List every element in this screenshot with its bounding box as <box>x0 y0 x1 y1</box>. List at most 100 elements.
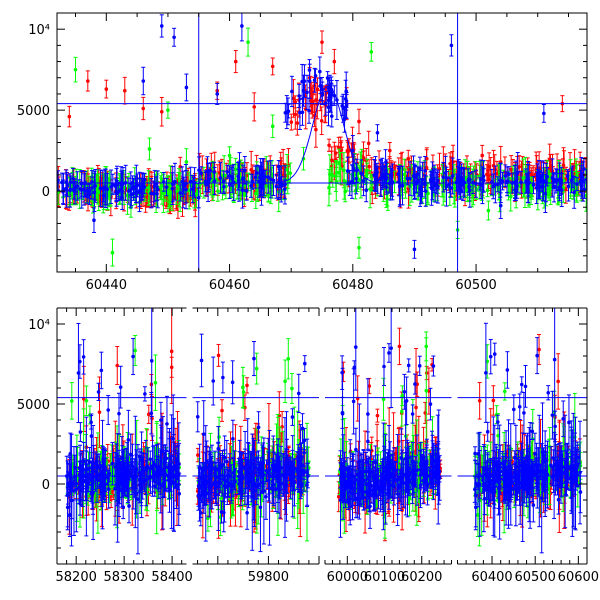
data-point <box>345 169 350 173</box>
data-point <box>255 188 260 192</box>
outlier-green <box>338 152 343 185</box>
data-point <box>78 187 82 191</box>
point-blue <box>218 162 223 194</box>
data-point <box>269 177 273 182</box>
data-point <box>141 106 146 111</box>
data-point <box>327 143 331 148</box>
data-point <box>338 166 343 171</box>
data-point <box>354 176 358 181</box>
point-blue <box>274 174 279 199</box>
point-blue <box>164 177 169 197</box>
point-blue <box>351 156 356 185</box>
point-blue <box>384 179 389 195</box>
data-point <box>129 192 134 197</box>
data-point <box>230 177 235 181</box>
outlier-green <box>110 238 115 267</box>
data-point <box>83 180 87 185</box>
point-blue <box>85 187 90 204</box>
outlier-green <box>227 146 232 165</box>
data-point <box>293 100 298 104</box>
point-blue <box>199 166 204 181</box>
data-point <box>361 156 366 160</box>
data-point <box>127 189 131 193</box>
point-blue <box>221 179 226 195</box>
data-point <box>509 167 513 172</box>
outlier-green <box>301 146 306 171</box>
outlier-green <box>73 56 78 83</box>
data-point <box>109 184 113 189</box>
point-blue <box>417 156 422 181</box>
outlier-red <box>424 147 429 171</box>
data-point <box>225 169 230 174</box>
data-point <box>450 174 455 178</box>
data-point <box>285 167 289 172</box>
point-blue <box>82 184 87 198</box>
data-point <box>459 188 463 193</box>
point-green <box>146 170 151 206</box>
data-point <box>569 178 574 183</box>
outlier-red <box>356 108 361 135</box>
data-point <box>517 164 522 169</box>
point-blue <box>109 169 114 205</box>
data-point <box>266 175 271 179</box>
point-blue <box>313 68 318 83</box>
data-point <box>289 120 294 124</box>
data-point <box>61 187 66 192</box>
point-blue <box>493 165 498 204</box>
point-blue <box>140 172 145 200</box>
outlier-red <box>270 57 275 76</box>
point-green <box>285 173 290 189</box>
point-red <box>289 113 294 131</box>
data-point <box>166 108 170 112</box>
data-point <box>86 79 90 83</box>
data-point <box>479 177 483 182</box>
point-blue <box>384 161 389 180</box>
data-point <box>187 188 191 193</box>
point-red <box>327 138 332 152</box>
data-point <box>295 121 300 125</box>
data-point <box>305 90 309 95</box>
outlier-red <box>67 105 72 128</box>
point-blue <box>178 184 183 202</box>
point-red <box>366 130 371 156</box>
data-point <box>437 166 442 171</box>
data-point <box>71 176 75 181</box>
series-blue <box>57 13 587 259</box>
data-point <box>307 68 312 72</box>
data-point <box>147 147 152 151</box>
data-point <box>270 64 275 69</box>
point-blue <box>282 165 287 205</box>
data-point <box>328 172 332 177</box>
data-point <box>270 124 275 129</box>
data-point <box>373 172 378 176</box>
outlier-red <box>159 96 164 127</box>
data-point <box>332 59 337 64</box>
outlier-green <box>369 41 374 62</box>
point-green <box>233 157 238 181</box>
point-blue <box>500 171 505 191</box>
data-point <box>176 184 181 189</box>
data-point <box>122 88 127 93</box>
outlier-green <box>165 101 170 119</box>
data-point <box>67 114 72 119</box>
data-point <box>584 194 587 198</box>
data-point <box>543 191 548 196</box>
data-point <box>178 191 183 195</box>
point-blue <box>373 156 378 192</box>
data-point <box>375 178 380 182</box>
point-green <box>334 161 339 185</box>
data-point <box>190 187 195 191</box>
outlier-red <box>122 76 127 105</box>
data-point <box>64 180 69 185</box>
point-blue <box>206 170 211 193</box>
data-point <box>184 160 189 164</box>
point-blue <box>190 174 195 204</box>
data-point <box>227 174 232 178</box>
data-point <box>276 164 281 169</box>
data-point <box>378 176 383 180</box>
data-point <box>326 105 331 110</box>
point-blue <box>415 166 420 182</box>
data-point <box>313 73 318 78</box>
point-blue <box>61 173 66 206</box>
